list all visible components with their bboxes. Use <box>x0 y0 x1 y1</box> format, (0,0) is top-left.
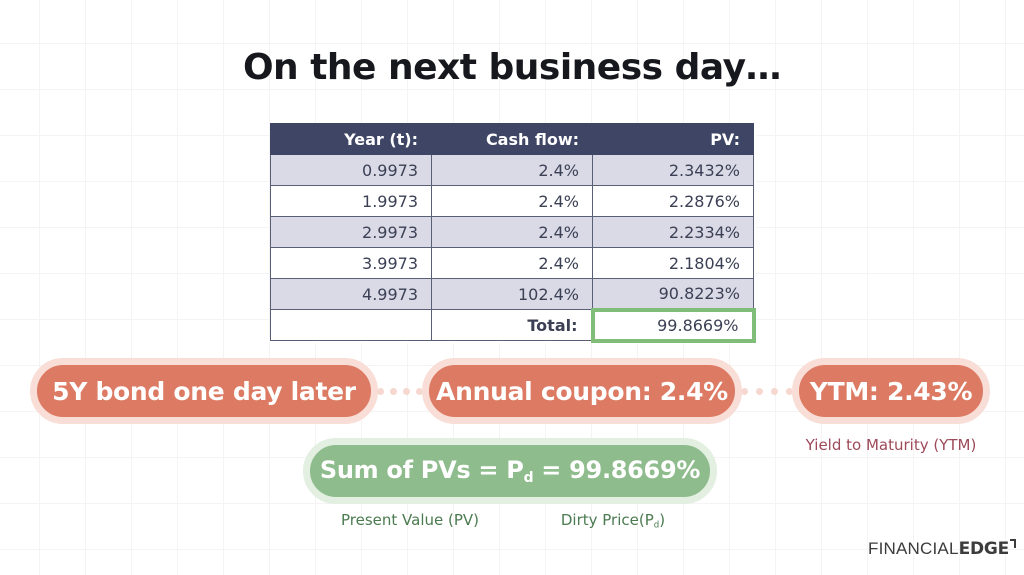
sum-of-pvs-pill: Sum of PVs = Pd = 99.8669% <box>303 438 717 504</box>
bond-pill: 5Y bond one day later <box>30 358 378 424</box>
dotted-connector <box>741 388 793 395</box>
table-row: 4.9973 102.4% 90.8223% <box>270 278 754 310</box>
table-cell: 3.9973 <box>270 247 432 279</box>
table-total-row: Total: 99.8669% <box>270 307 756 343</box>
table-cell: 2.4% <box>431 185 593 217</box>
column-header-year: Year (t): <box>270 123 432 155</box>
total-value-cell: 99.8669% <box>590 307 756 343</box>
table-cell: 102.4% <box>431 278 593 310</box>
logo-text-bold: EDGE <box>958 539 1010 559</box>
table-header-row: Year (t): Cash flow: PV: <box>270 123 754 155</box>
ytm-pill-label: YTM: 2.43% <box>809 376 973 406</box>
dirty-price-note: Dirty Price(Pd) <box>560 511 666 531</box>
table-cell: 2.4% <box>431 247 593 279</box>
ytm-pill: YTM: 2.43% <box>792 358 990 424</box>
table-cell: 2.4% <box>431 154 593 186</box>
table-cell: 0.9973 <box>270 154 432 186</box>
table-cell: 1.9973 <box>270 185 432 217</box>
column-header-pv: PV: <box>592 123 754 155</box>
table-cell: 2.9973 <box>270 216 432 248</box>
table-cell: 2.2876% <box>592 185 754 217</box>
table-cell: 4.9973 <box>270 278 432 310</box>
table-cell-empty <box>270 309 432 341</box>
page-title: On the next business day… <box>242 47 782 88</box>
dotted-connector <box>377 388 423 395</box>
logo-text-thin: FINANCIAL <box>868 539 959 558</box>
table-row: 2.9973 2.4% 2.2334% <box>270 216 754 248</box>
table-row: 0.9973 2.4% 2.3432% <box>270 154 754 186</box>
bond-pill-label: 5Y bond one day later <box>52 376 356 406</box>
total-label-cell: Total: <box>431 309 593 341</box>
table-cell: 2.2334% <box>592 216 754 248</box>
table-cell: 90.8223% <box>592 278 754 310</box>
table-row: 1.9973 2.4% 2.2876% <box>270 185 754 217</box>
table-cell: 2.4% <box>431 216 593 248</box>
subscript-d: d <box>653 520 660 531</box>
subscript-d: d <box>523 469 534 486</box>
coupon-pill: Annual coupon: 2.4% <box>422 358 742 424</box>
financial-edge-logo: FINANCIAL EDGE <box>868 539 1017 559</box>
logo-corner-mark-icon <box>1010 539 1017 548</box>
sum-pill-label: Sum of PVs = Pd = 99.8669% <box>319 456 701 486</box>
table-cell: 2.1804% <box>592 247 754 279</box>
table-row: 3.9973 2.4% 2.1804% <box>270 247 754 279</box>
coupon-pill-label: Annual coupon: 2.4% <box>436 376 728 406</box>
table-cell: 2.3432% <box>592 154 754 186</box>
bond-pv-table: Year (t): Cash flow: PV: 0.9973 2.4% 2.3… <box>270 123 756 343</box>
column-header-cashflow: Cash flow: <box>431 123 593 155</box>
present-value-note: Present Value (PV) <box>340 511 480 529</box>
ytm-note: Yield to Maturity (YTM) <box>805 436 977 454</box>
